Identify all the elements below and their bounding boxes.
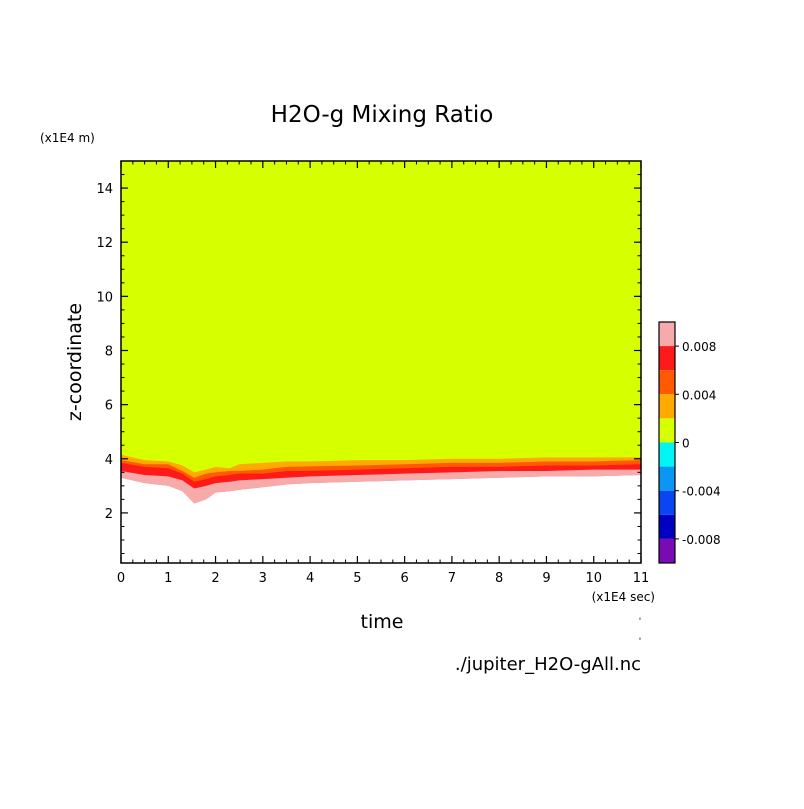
x-tick-label: 1: [164, 571, 172, 586]
y-axis-label: z-coordinate: [64, 303, 86, 421]
x-axis-ticks: 0 1 2 3 4 5 6 7 8 9 10 11: [117, 161, 649, 586]
colorbar-segment: [659, 490, 675, 515]
x-tick-label: 3: [259, 571, 267, 586]
colorbar-segment: [659, 514, 675, 539]
colorbar-ticks: 0.008 0.004 0 -0.004 -0.008: [675, 340, 721, 547]
x-unit-label: (x1E4 sec): [592, 590, 655, 604]
x-axis-label: time: [361, 611, 404, 633]
colorbar-segment: [659, 466, 675, 491]
colorbar-segment: [659, 418, 675, 443]
x-tick-label: 4: [306, 571, 314, 586]
x-tick-label: 11: [633, 571, 650, 586]
y-tick-label: 12: [96, 236, 113, 251]
colorbar-tick-label: 0: [682, 437, 690, 451]
below-band-region: [121, 475, 641, 563]
colorbar-segment: [659, 394, 675, 419]
colorbar-segment: [659, 442, 675, 467]
x-tick-label: 10: [585, 571, 602, 586]
x-tick-label: 6: [400, 571, 408, 586]
colorbar-tick-label: 0.008: [682, 340, 716, 354]
y-axis-ticks: 2 4 6 8 10 12 14: [96, 174, 641, 555]
x-tick-label: 0: [117, 571, 125, 586]
contour-band: [121, 469, 641, 504]
colorbar-tick-label: -0.008: [682, 533, 721, 547]
colorbar-segment: [659, 538, 675, 563]
tick-mark-glyph: ': [639, 637, 641, 647]
colorbar-tick-label: 0.004: [682, 388, 716, 402]
tick-mark-glyph: ': [639, 617, 641, 627]
colorbar-segment: [659, 322, 675, 347]
y-tick-label: 8: [105, 344, 113, 359]
y-tick-label: 4: [105, 453, 113, 468]
y-tick-label: 6: [105, 399, 113, 414]
x-tick-label: 5: [353, 571, 361, 586]
source-filename: ./jupiter_H2O-gAll.nc: [455, 654, 641, 675]
x-tick-label: 8: [495, 571, 503, 586]
x-tick-label: 9: [542, 571, 550, 586]
x-tick-label: 7: [448, 571, 456, 586]
colorbar-segment: [659, 370, 675, 395]
y-tick-label: 2: [105, 507, 113, 522]
colorbar-segment: [659, 346, 675, 371]
y-unit-label: (x1E4 m): [40, 131, 95, 145]
colorbar: [658, 321, 676, 564]
y-tick-label: 14: [96, 182, 113, 197]
chart-title: H2O-g Mixing Ratio: [271, 102, 494, 128]
x-tick-label: 2: [211, 571, 219, 586]
colorbar-tick-label: -0.004: [682, 485, 721, 499]
y-tick-label: 10: [96, 290, 113, 305]
